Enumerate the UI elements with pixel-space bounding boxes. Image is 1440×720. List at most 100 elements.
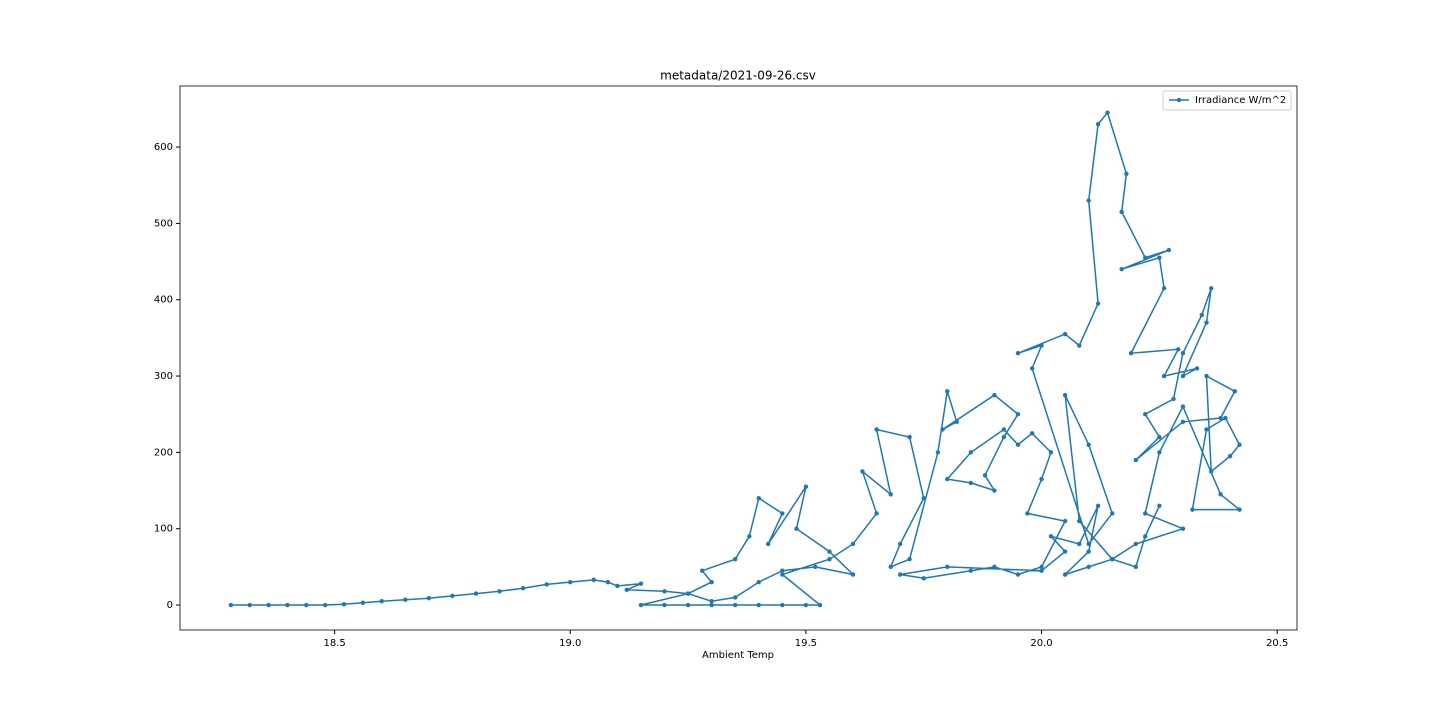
point xyxy=(1015,442,1021,447)
point xyxy=(1157,450,1162,455)
point xyxy=(1039,564,1044,570)
point xyxy=(874,511,879,516)
y-tick-label: 600 xyxy=(154,142,173,153)
point xyxy=(992,564,997,570)
point xyxy=(662,602,667,608)
point xyxy=(638,581,644,586)
point xyxy=(1086,442,1091,447)
point xyxy=(780,568,785,573)
point xyxy=(765,541,771,547)
point xyxy=(1110,511,1115,516)
point xyxy=(813,564,818,570)
point xyxy=(888,564,893,570)
point xyxy=(794,526,799,531)
point xyxy=(1105,110,1110,115)
point xyxy=(605,579,611,585)
point xyxy=(1086,541,1091,547)
point xyxy=(1039,568,1044,573)
point xyxy=(747,534,752,539)
point xyxy=(968,450,974,455)
point xyxy=(1095,503,1101,509)
point xyxy=(1124,171,1129,176)
x-tick-label: 19.0 xyxy=(559,638,581,649)
point xyxy=(968,480,974,486)
point xyxy=(520,586,526,591)
point xyxy=(1048,450,1054,455)
point xyxy=(921,495,926,501)
point xyxy=(1180,350,1186,356)
point xyxy=(874,427,879,432)
point xyxy=(780,511,785,516)
point xyxy=(1029,366,1035,371)
point xyxy=(473,591,479,596)
point xyxy=(1077,541,1082,547)
point xyxy=(756,579,761,585)
point xyxy=(733,602,738,608)
point xyxy=(1133,564,1139,570)
point xyxy=(940,427,945,432)
point xyxy=(1015,350,1021,356)
point xyxy=(1180,404,1186,409)
point xyxy=(700,568,705,573)
point xyxy=(1001,427,1007,432)
point xyxy=(935,450,941,455)
legend-marker xyxy=(1176,97,1182,103)
point xyxy=(827,557,832,562)
x-tick-label: 18.5 xyxy=(323,638,345,649)
point xyxy=(1095,301,1101,306)
point xyxy=(803,484,809,489)
point xyxy=(1119,209,1124,215)
point xyxy=(1157,255,1162,260)
point xyxy=(1062,518,1068,524)
point xyxy=(1227,453,1233,459)
point xyxy=(1204,320,1209,325)
point xyxy=(304,602,309,608)
point xyxy=(1166,247,1172,253)
point xyxy=(907,557,912,562)
point xyxy=(403,597,408,602)
y-tick-label: 200 xyxy=(154,447,173,458)
point xyxy=(1180,373,1186,379)
point xyxy=(1077,518,1082,524)
point xyxy=(992,392,997,398)
point xyxy=(945,564,950,570)
point xyxy=(860,469,865,474)
point xyxy=(1204,427,1209,432)
point xyxy=(709,602,714,608)
point xyxy=(1062,392,1068,398)
point xyxy=(1062,549,1068,554)
point xyxy=(228,602,234,608)
point xyxy=(1223,415,1228,421)
legend-label: Irradiance W/m^2 xyxy=(1195,95,1286,106)
point xyxy=(624,587,629,592)
point xyxy=(1133,541,1139,547)
x-tick-label: 20.5 xyxy=(1266,638,1288,649)
point xyxy=(1161,373,1167,379)
point xyxy=(1128,350,1134,356)
point xyxy=(1180,526,1186,531)
point xyxy=(897,541,903,547)
point xyxy=(266,602,271,608)
y-tick-label: 300 xyxy=(154,371,173,382)
point xyxy=(709,599,714,604)
point xyxy=(733,557,738,562)
point xyxy=(756,495,761,501)
point xyxy=(1133,457,1139,463)
point xyxy=(568,579,573,585)
point xyxy=(341,602,347,607)
point xyxy=(888,492,893,497)
point xyxy=(1039,343,1044,348)
point xyxy=(1077,343,1082,348)
point xyxy=(450,593,455,599)
point xyxy=(709,579,714,585)
point xyxy=(1232,389,1237,394)
point xyxy=(1218,492,1223,497)
point xyxy=(921,576,926,581)
point xyxy=(1086,549,1091,554)
point xyxy=(1180,419,1186,425)
point xyxy=(1143,511,1148,516)
point xyxy=(1119,266,1124,272)
point xyxy=(1086,564,1091,570)
point xyxy=(780,572,785,577)
